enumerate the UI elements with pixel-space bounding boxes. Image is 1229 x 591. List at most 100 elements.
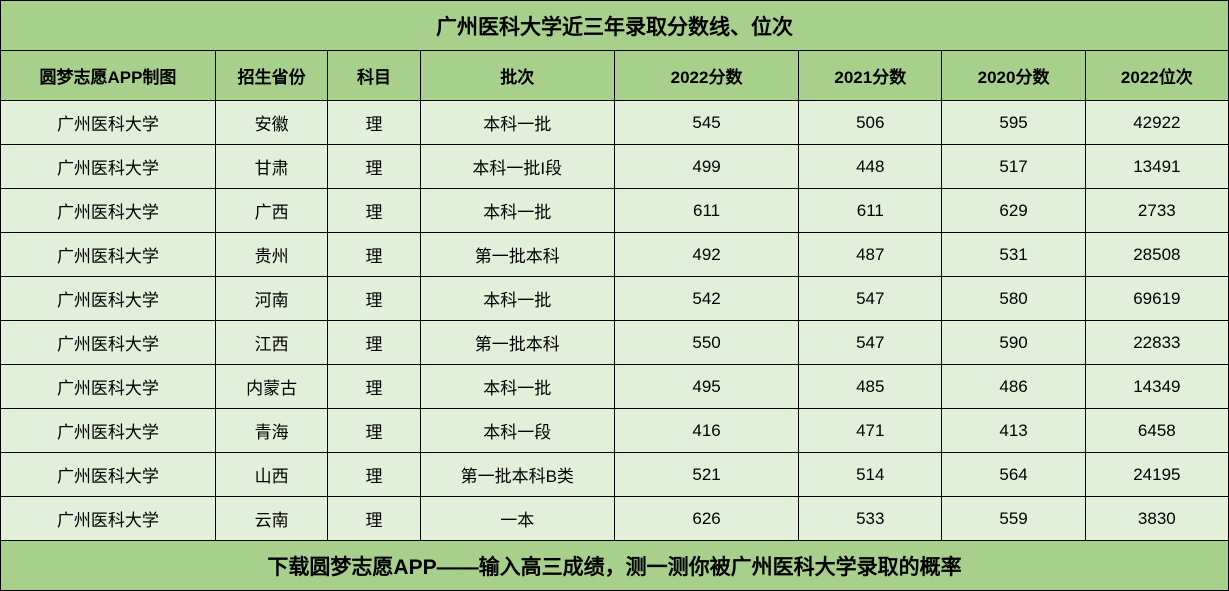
cell-rank2022: 42922 [1085, 101, 1228, 145]
cell-score2020: 580 [942, 277, 1085, 321]
cell-subject: 理 [328, 321, 420, 365]
col-header-province: 招生省份 [215, 51, 328, 101]
col-header-score2021: 2021分数 [799, 51, 942, 101]
cell-province: 广西 [215, 189, 328, 233]
cell-province: 安徽 [215, 101, 328, 145]
col-header-subject: 科目 [328, 51, 420, 101]
cell-school: 广州医科大学 [1, 497, 216, 541]
cell-batch: 本科一批 [420, 101, 614, 145]
footer-row: 下载圆梦志愿APP——输入高三成绩，测一测你被广州医科大学录取的概率 [1, 541, 1229, 591]
cell-score2020: 564 [942, 453, 1085, 497]
cell-score2021: 514 [799, 453, 942, 497]
cell-subject: 理 [328, 145, 420, 189]
cell-score2022: 545 [614, 101, 798, 145]
cell-school: 广州医科大学 [1, 233, 216, 277]
col-header-score2020: 2020分数 [942, 51, 1085, 101]
table-row: 广州医科大学山西理第一批本科B类52151456424195 [1, 453, 1229, 497]
cell-score2021: 547 [799, 277, 942, 321]
cell-province: 河南 [215, 277, 328, 321]
cell-score2021: 506 [799, 101, 942, 145]
cell-subject: 理 [328, 365, 420, 409]
cell-score2022: 611 [614, 189, 798, 233]
cell-rank2022: 6458 [1085, 409, 1228, 453]
table-row: 广州医科大学安徽理本科一批54550659542922 [1, 101, 1229, 145]
cell-batch: 一本 [420, 497, 614, 541]
cell-batch: 本科一批 [420, 277, 614, 321]
cell-school: 广州医科大学 [1, 321, 216, 365]
cell-school: 广州医科大学 [1, 189, 216, 233]
cell-score2022: 416 [614, 409, 798, 453]
cell-subject: 理 [328, 101, 420, 145]
cell-subject: 理 [328, 189, 420, 233]
cell-rank2022: 28508 [1085, 233, 1228, 277]
cell-score2020: 486 [942, 365, 1085, 409]
cell-score2020: 531 [942, 233, 1085, 277]
table-title: 广州医科大学近三年录取分数线、位次 [1, 1, 1229, 51]
cell-score2020: 590 [942, 321, 1085, 365]
data-table: 广州医科大学近三年录取分数线、位次 圆梦志愿APP制图 招生省份 科目 批次 2… [0, 0, 1229, 591]
col-header-school: 圆梦志愿APP制图 [1, 51, 216, 101]
cell-subject: 理 [328, 409, 420, 453]
cell-batch: 本科一批 [420, 365, 614, 409]
cell-province: 内蒙古 [215, 365, 328, 409]
cell-score2021: 485 [799, 365, 942, 409]
col-header-score2022: 2022分数 [614, 51, 798, 101]
table-row: 广州医科大学甘肃理本科一批I段49944851713491 [1, 145, 1229, 189]
cell-score2021: 471 [799, 409, 942, 453]
cell-score2020: 413 [942, 409, 1085, 453]
cell-score2021: 487 [799, 233, 942, 277]
cell-school: 广州医科大学 [1, 365, 216, 409]
cell-score2020: 517 [942, 145, 1085, 189]
table-row: 广州医科大学广西理本科一批6116116292733 [1, 189, 1229, 233]
cell-batch: 本科一批I段 [420, 145, 614, 189]
col-header-rank2022: 2022位次 [1085, 51, 1228, 101]
cell-rank2022: 69619 [1085, 277, 1228, 321]
cell-school: 广州医科大学 [1, 409, 216, 453]
table-footer: 下载圆梦志愿APP——输入高三成绩，测一测你被广州医科大学录取的概率 [1, 541, 1229, 591]
cell-score2022: 495 [614, 365, 798, 409]
cell-score2022: 550 [614, 321, 798, 365]
cell-score2022: 521 [614, 453, 798, 497]
cell-province: 青海 [215, 409, 328, 453]
cell-rank2022: 22833 [1085, 321, 1228, 365]
cell-rank2022: 24195 [1085, 453, 1228, 497]
cell-province: 甘肃 [215, 145, 328, 189]
cell-rank2022: 13491 [1085, 145, 1228, 189]
cell-batch: 本科一段 [420, 409, 614, 453]
cell-rank2022: 3830 [1085, 497, 1228, 541]
cell-province: 贵州 [215, 233, 328, 277]
cell-score2020: 559 [942, 497, 1085, 541]
cell-batch: 第一批本科B类 [420, 453, 614, 497]
cell-score2021: 448 [799, 145, 942, 189]
cell-school: 广州医科大学 [1, 145, 216, 189]
title-row: 广州医科大学近三年录取分数线、位次 [1, 1, 1229, 51]
cell-province: 山西 [215, 453, 328, 497]
table-row: 广州医科大学青海理本科一段4164714136458 [1, 409, 1229, 453]
table-row: 广州医科大学河南理本科一批54254758069619 [1, 277, 1229, 321]
cell-score2021: 611 [799, 189, 942, 233]
table-row: 广州医科大学江西理第一批本科55054759022833 [1, 321, 1229, 365]
cell-subject: 理 [328, 497, 420, 541]
cell-rank2022: 14349 [1085, 365, 1228, 409]
cell-score2020: 629 [942, 189, 1085, 233]
cell-score2020: 595 [942, 101, 1085, 145]
cell-batch: 第一批本科 [420, 233, 614, 277]
cell-school: 广州医科大学 [1, 101, 216, 145]
cell-score2021: 533 [799, 497, 942, 541]
header-row: 圆梦志愿APP制图 招生省份 科目 批次 2022分数 2021分数 2020分… [1, 51, 1229, 101]
cell-school: 广州医科大学 [1, 277, 216, 321]
cell-subject: 理 [328, 233, 420, 277]
admission-scores-table: 广州医科大学近三年录取分数线、位次 圆梦志愿APP制图 招生省份 科目 批次 2… [0, 0, 1229, 561]
cell-score2021: 547 [799, 321, 942, 365]
cell-score2022: 626 [614, 497, 798, 541]
cell-score2022: 499 [614, 145, 798, 189]
table-row: 广州医科大学云南理一本6265335593830 [1, 497, 1229, 541]
cell-school: 广州医科大学 [1, 453, 216, 497]
cell-batch: 第一批本科 [420, 321, 614, 365]
table-row: 广州医科大学贵州理第一批本科49248753128508 [1, 233, 1229, 277]
cell-rank2022: 2733 [1085, 189, 1228, 233]
cell-province: 云南 [215, 497, 328, 541]
cell-score2022: 492 [614, 233, 798, 277]
cell-score2022: 542 [614, 277, 798, 321]
cell-subject: 理 [328, 453, 420, 497]
